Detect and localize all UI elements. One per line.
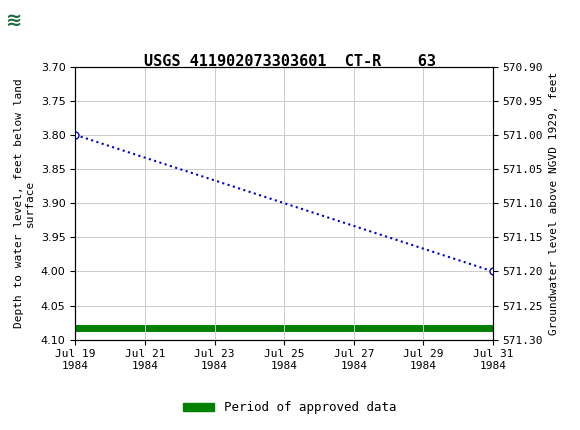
Text: USGS: USGS — [67, 12, 126, 31]
Y-axis label: Depth to water level, feet below land
surface: Depth to water level, feet below land su… — [14, 78, 35, 328]
Legend: Period of approved data: Period of approved data — [178, 396, 402, 419]
Text: ≋: ≋ — [6, 11, 22, 30]
Text: USGS 411902073303601  CT-R    63: USGS 411902073303601 CT-R 63 — [144, 54, 436, 69]
Y-axis label: Groundwater level above NGVD 1929, feet: Groundwater level above NGVD 1929, feet — [549, 71, 559, 335]
Bar — [6, 6, 55, 40]
